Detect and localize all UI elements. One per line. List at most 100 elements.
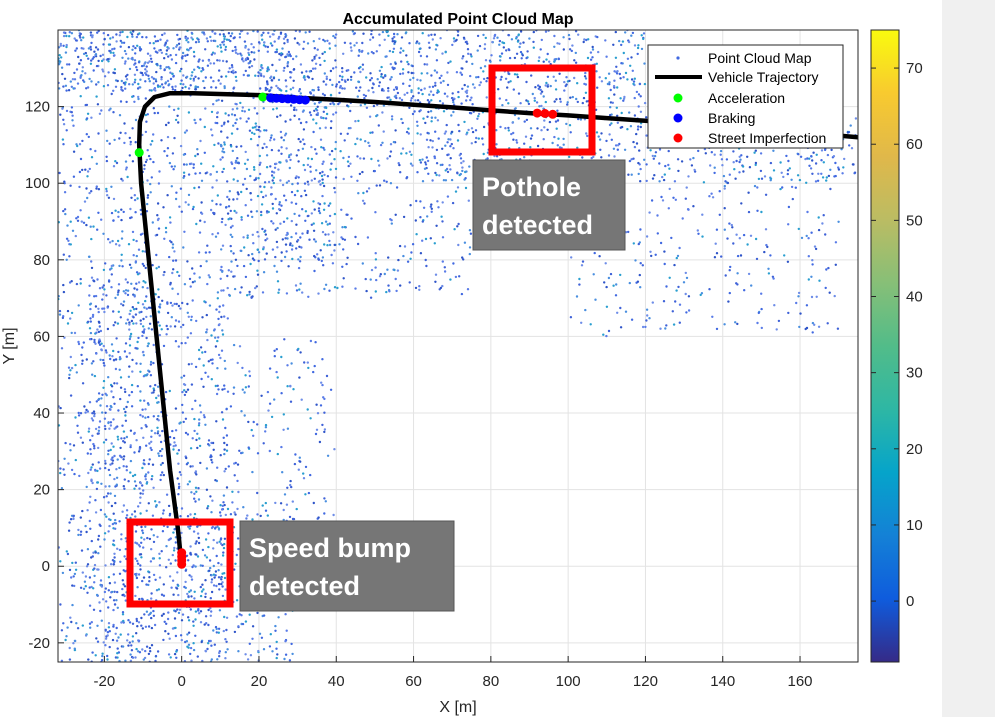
cloud-point bbox=[115, 468, 117, 470]
cloud-point bbox=[740, 254, 742, 256]
cloud-point bbox=[138, 598, 140, 600]
cloud-point bbox=[66, 224, 68, 226]
cloud-point bbox=[285, 85, 287, 87]
cloud-point bbox=[436, 149, 438, 151]
cloud-point bbox=[738, 161, 740, 163]
cloud-point bbox=[190, 595, 192, 597]
cloud-point bbox=[85, 187, 87, 189]
cloud-point bbox=[135, 530, 137, 532]
cloud-point bbox=[311, 179, 313, 181]
cloud-point bbox=[118, 467, 120, 469]
cloud-point bbox=[168, 83, 170, 85]
cloud-point bbox=[80, 33, 82, 35]
cloud-point bbox=[558, 73, 560, 75]
cloud-point bbox=[119, 561, 121, 563]
cloud-point bbox=[123, 42, 125, 44]
cloud-point bbox=[182, 613, 184, 615]
cloud-point bbox=[470, 233, 472, 235]
cloud-point bbox=[359, 86, 361, 88]
cloud-point bbox=[477, 115, 479, 117]
cloud-point bbox=[827, 154, 829, 156]
cloud-point bbox=[107, 634, 109, 636]
cloud-point bbox=[430, 99, 432, 101]
cloud-point bbox=[315, 240, 317, 242]
cloud-point bbox=[113, 165, 115, 167]
cloud-point bbox=[204, 351, 206, 353]
cloud-point bbox=[226, 275, 228, 277]
cloud-point bbox=[160, 139, 162, 141]
cloud-point bbox=[231, 113, 233, 115]
cloud-point bbox=[139, 564, 141, 566]
cloud-point bbox=[224, 143, 226, 145]
cloud-point bbox=[162, 86, 164, 88]
cloud-point bbox=[226, 617, 228, 619]
cloud-point bbox=[130, 460, 132, 462]
cloud-point bbox=[200, 610, 202, 612]
cloud-point bbox=[103, 85, 105, 87]
cloud-point bbox=[99, 344, 101, 346]
cloud-point bbox=[99, 287, 101, 289]
cloud-point bbox=[184, 394, 186, 396]
cloud-point bbox=[755, 238, 757, 240]
cloud-point bbox=[313, 230, 315, 232]
cloud-point bbox=[370, 297, 372, 299]
cloud-point bbox=[223, 453, 225, 455]
cloud-point bbox=[424, 122, 426, 124]
cloud-point bbox=[237, 362, 239, 364]
cloud-point bbox=[94, 469, 96, 471]
cloud-point bbox=[394, 129, 396, 131]
cloud-point bbox=[62, 119, 64, 121]
cloud-point bbox=[181, 391, 183, 393]
cloud-point bbox=[334, 148, 336, 150]
cloud-point bbox=[272, 203, 274, 205]
cloud-point bbox=[363, 97, 365, 99]
cloud-point bbox=[558, 43, 560, 45]
cloud-point bbox=[245, 59, 247, 61]
cloud-point bbox=[163, 238, 165, 240]
cloud-point bbox=[244, 40, 246, 42]
cloud-point bbox=[430, 74, 432, 76]
cloud-point bbox=[407, 128, 409, 130]
cloud-point bbox=[230, 513, 232, 515]
cloud-point bbox=[62, 45, 64, 47]
cloud-point bbox=[366, 107, 368, 109]
cloud-point bbox=[753, 152, 755, 154]
cloud-point bbox=[278, 149, 280, 151]
cloud-point bbox=[133, 101, 135, 103]
cloud-point bbox=[139, 512, 141, 514]
cloud-point bbox=[88, 217, 90, 219]
cloud-point bbox=[457, 223, 459, 225]
cloud-point bbox=[145, 36, 147, 38]
cloud-point bbox=[152, 221, 154, 223]
cloud-point bbox=[86, 55, 88, 57]
cloud-point bbox=[219, 357, 221, 359]
cloud-point bbox=[322, 93, 324, 95]
cloud-point bbox=[217, 388, 219, 390]
cloud-point bbox=[175, 192, 177, 194]
cloud-point bbox=[171, 272, 173, 274]
cloud-point bbox=[77, 56, 79, 58]
cloud-point bbox=[206, 507, 208, 509]
cloud-point bbox=[63, 31, 65, 33]
cloud-point bbox=[122, 89, 124, 91]
cloud-point bbox=[113, 403, 115, 405]
cloud-point bbox=[201, 316, 203, 318]
cloud-point bbox=[506, 86, 508, 88]
cloud-point bbox=[135, 308, 137, 310]
cloud-point bbox=[150, 560, 152, 562]
cloud-point bbox=[189, 47, 191, 49]
cloud-point bbox=[92, 463, 94, 465]
cloud-point bbox=[129, 344, 131, 346]
cloud-point bbox=[299, 457, 301, 459]
cloud-point bbox=[91, 156, 93, 158]
cloud-point bbox=[136, 586, 138, 588]
cloud-point bbox=[217, 336, 219, 338]
cloud-point bbox=[117, 80, 119, 82]
cloud-point bbox=[823, 214, 825, 216]
cloud-point bbox=[219, 203, 221, 205]
cloud-point bbox=[171, 430, 173, 432]
cloud-point bbox=[323, 174, 325, 176]
cloud-point bbox=[789, 167, 791, 169]
cloud-point bbox=[435, 48, 437, 50]
